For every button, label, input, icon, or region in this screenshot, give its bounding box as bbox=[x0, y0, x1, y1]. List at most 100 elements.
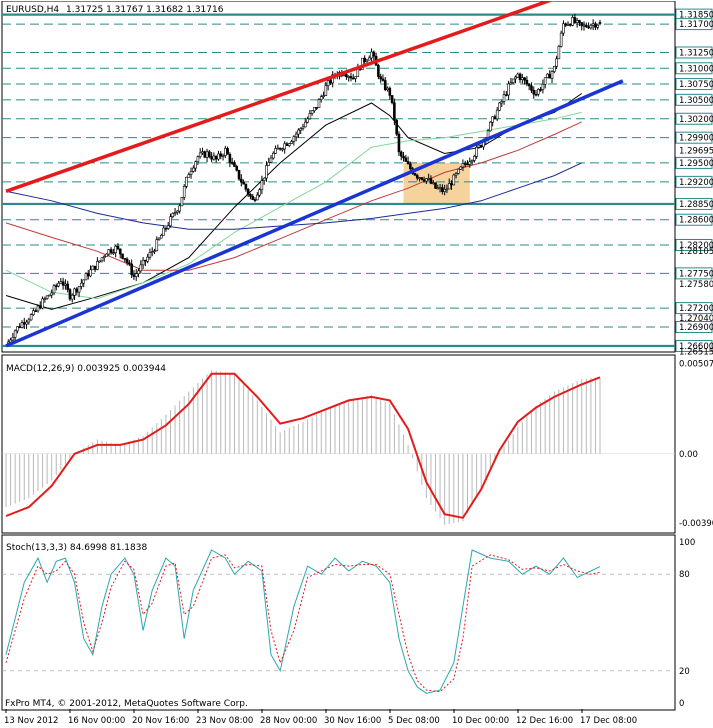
candle-body bbox=[521, 77, 524, 80]
candle-body bbox=[98, 260, 101, 263]
candle-body bbox=[75, 288, 79, 293]
candle-body bbox=[107, 249, 111, 255]
candle-body bbox=[468, 161, 472, 165]
stoch-tick-label: 100 bbox=[679, 538, 695, 548]
ma-navy-line bbox=[5, 162, 582, 230]
price-tick-label: 1.27750 bbox=[679, 269, 713, 279]
macd-tick-label: -0.00390 bbox=[679, 519, 713, 529]
candle-body bbox=[516, 73, 520, 78]
candle-body bbox=[564, 23, 568, 26]
candle-body bbox=[93, 265, 97, 270]
time-tick-label: 12 Dec 16:00 bbox=[516, 716, 573, 726]
candle-body bbox=[386, 87, 389, 90]
candle-body bbox=[86, 273, 90, 277]
macd-panel[interactable] bbox=[2, 370, 675, 525]
candle-body bbox=[532, 90, 536, 95]
candle-body bbox=[527, 83, 531, 87]
candle-body bbox=[228, 153, 232, 163]
price-tick-label: 1.29500 bbox=[679, 159, 713, 169]
candle-body bbox=[73, 288, 76, 296]
candle-body bbox=[450, 183, 453, 186]
candle-body bbox=[539, 89, 542, 91]
candle-body bbox=[70, 294, 74, 300]
candle-body bbox=[591, 23, 595, 26]
price-tick-label: 1.29900 bbox=[679, 134, 713, 144]
candle-body bbox=[9, 339, 12, 343]
candle-body bbox=[121, 253, 124, 259]
candle-body bbox=[502, 94, 506, 102]
candle-body bbox=[198, 152, 202, 157]
price-tick-label: 1.27580 bbox=[679, 280, 713, 290]
stoch-main-line bbox=[5, 549, 601, 694]
candle-body bbox=[395, 119, 398, 135]
time-tick-label: 5 Dec 08:00 bbox=[388, 716, 440, 726]
resistance-trendline bbox=[5, 0, 557, 193]
candle-body bbox=[48, 294, 51, 297]
stoch-panel-frame bbox=[1, 534, 676, 711]
price-tick-label: 1.29200 bbox=[679, 178, 713, 188]
candle-body bbox=[271, 152, 275, 159]
price-tick-label: 1.27040 bbox=[679, 314, 713, 324]
candle-body bbox=[347, 76, 350, 78]
candle-body bbox=[64, 283, 67, 286]
candle-body bbox=[59, 281, 63, 284]
candle-body bbox=[164, 227, 168, 230]
candle-body bbox=[201, 151, 204, 154]
candle-body bbox=[427, 178, 430, 180]
candle-body bbox=[555, 58, 558, 67]
candle-body bbox=[479, 144, 483, 148]
candle-body bbox=[274, 148, 277, 154]
candle-body bbox=[240, 178, 243, 183]
candle-body bbox=[452, 174, 456, 186]
price-tick-label: 1.28200 bbox=[679, 241, 713, 251]
candle-body bbox=[566, 24, 570, 26]
candle-body bbox=[559, 32, 563, 47]
candle-body bbox=[132, 274, 136, 277]
macd-tick-label: 0.00 bbox=[679, 450, 698, 460]
candle-body bbox=[102, 256, 106, 258]
candle-body bbox=[498, 102, 501, 111]
candle-body bbox=[477, 144, 481, 148]
candle-body bbox=[365, 59, 369, 62]
candle-body bbox=[523, 77, 526, 81]
stoch-tick-label: 0 bbox=[679, 699, 684, 709]
time-tick-label: 10 Dec 00:00 bbox=[452, 716, 509, 726]
candle-body bbox=[29, 314, 33, 321]
candle-body bbox=[82, 279, 85, 284]
candle-body bbox=[557, 45, 561, 60]
candle-body bbox=[587, 26, 590, 29]
price-tick-label: 1.30750 bbox=[679, 80, 713, 90]
candle-body bbox=[100, 257, 104, 262]
candle-body bbox=[22, 322, 26, 325]
candle-body bbox=[114, 246, 117, 253]
price-panel[interactable] bbox=[0, 0, 713, 348]
candle-body bbox=[205, 151, 209, 158]
price-tag-box bbox=[675, 156, 713, 169]
candle-body bbox=[509, 82, 513, 85]
price-tick-label: 1.28600 bbox=[679, 216, 713, 226]
candle-body bbox=[370, 51, 373, 59]
candle-body bbox=[11, 337, 15, 341]
candle-body bbox=[402, 155, 405, 159]
candle-body bbox=[461, 163, 465, 168]
candle-body bbox=[434, 182, 437, 189]
candle-body bbox=[226, 148, 229, 155]
ma-black-line bbox=[5, 93, 582, 310]
candle-body bbox=[530, 85, 533, 91]
candle-body bbox=[500, 101, 504, 104]
candle-body bbox=[324, 85, 328, 96]
candle-body bbox=[447, 183, 451, 190]
candle-body bbox=[598, 22, 602, 24]
price-tick-label: 1.27200 bbox=[679, 304, 713, 314]
stochastic-panel[interactable] bbox=[2, 549, 675, 694]
candle-body bbox=[292, 136, 296, 142]
candle-body bbox=[219, 153, 223, 157]
candle-body bbox=[418, 177, 421, 179]
candle-body bbox=[381, 78, 385, 81]
candle-body bbox=[244, 183, 248, 190]
candle-body bbox=[189, 170, 193, 175]
candle-body bbox=[52, 285, 56, 294]
candle-body bbox=[25, 321, 28, 325]
